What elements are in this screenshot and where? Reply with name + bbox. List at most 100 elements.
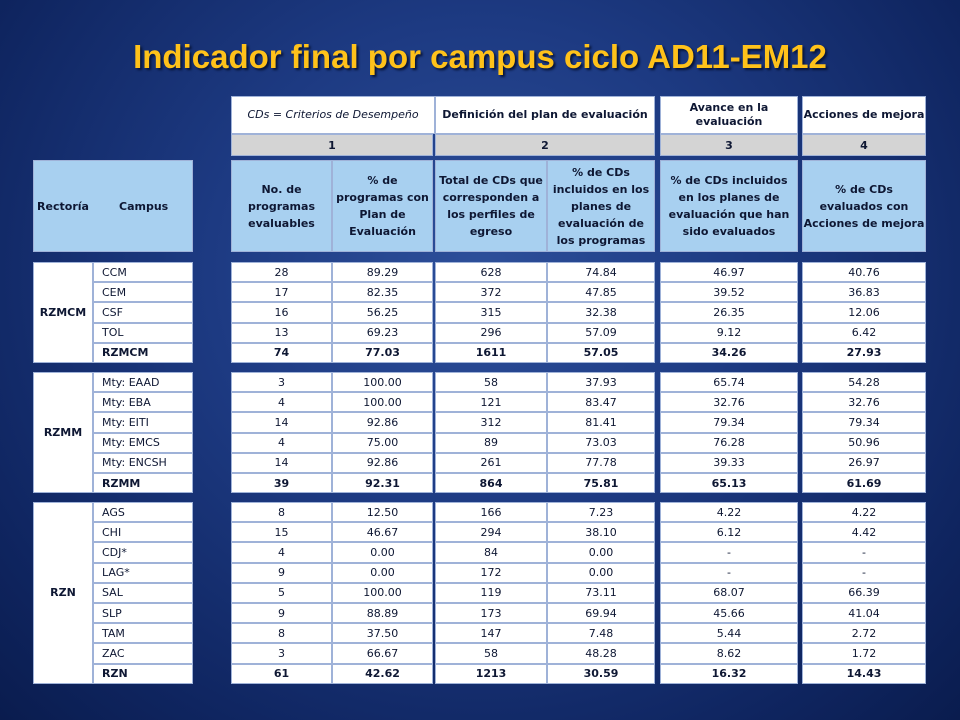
table-cell: 58: [435, 643, 547, 664]
table-cell: 166: [435, 502, 547, 523]
table-cell: 32.38: [547, 302, 655, 323]
table-cell: 312: [435, 412, 547, 433]
table-cell: 32.76: [802, 392, 926, 413]
campus-name: ZAC: [93, 643, 193, 664]
group-number: 3: [660, 134, 798, 156]
table-cell: 77.78: [547, 452, 655, 473]
table-cell: 121: [435, 392, 547, 413]
campus-name: CHI: [93, 522, 193, 543]
table-cell: 42.62: [332, 663, 433, 684]
table-cell: 4.22: [660, 502, 798, 523]
campus-name: SAL: [93, 582, 193, 603]
table-cell: 12.50: [332, 502, 433, 523]
table-cell: 0.00: [547, 562, 655, 583]
table-cell: 3: [231, 372, 332, 393]
table-cell: 6.42: [802, 322, 926, 343]
table-cell: 37.93: [547, 372, 655, 393]
table-cell: 54.28: [802, 372, 926, 393]
table-cell: 75.81: [547, 473, 655, 494]
table-cell: 261: [435, 452, 547, 473]
table-cell: 66.39: [802, 582, 926, 603]
table-cell: 30.59: [547, 663, 655, 684]
table-cell: 15: [231, 522, 332, 543]
table-cell: 5.44: [660, 623, 798, 644]
table-cell: 69.94: [547, 603, 655, 624]
table-cell: -: [660, 542, 798, 563]
table-cell: 39.33: [660, 452, 798, 473]
campus-name: RZMCM: [93, 342, 193, 363]
region-name: RZN: [33, 502, 93, 684]
table-cell: 65.74: [660, 372, 798, 393]
campus-name: Mty: EMCS: [93, 432, 193, 453]
table-cell: 74: [231, 342, 332, 363]
group-number: 2: [435, 134, 655, 156]
table-cell: 57.09: [547, 322, 655, 343]
table-cell: 66.67: [332, 643, 433, 664]
table-cell: 74.84: [547, 262, 655, 283]
group-header-plan: Definición del plan de evaluación: [435, 96, 655, 134]
table-cell: 41.04: [802, 603, 926, 624]
campus-name: Mty: EBA: [93, 392, 193, 413]
table-cell: 8: [231, 623, 332, 644]
column-header: % de CDs evaluados con Acciones de mejor…: [802, 160, 926, 252]
table-cell: 92.31: [332, 473, 433, 494]
table-cell: 48.28: [547, 643, 655, 664]
table-cell: 0.00: [332, 562, 433, 583]
table-cell: 83.47: [547, 392, 655, 413]
campus-name: CSF: [93, 302, 193, 323]
table-cell: 4.42: [802, 522, 926, 543]
table-cell: -: [802, 542, 926, 563]
table-cell: 61: [231, 663, 332, 684]
slide-title: Indicador final por campus ciclo AD11-EM…: [133, 38, 827, 75]
table-cell: 40.76: [802, 262, 926, 283]
campus-name: RZN: [93, 663, 193, 684]
table-cell: 34.26: [660, 342, 798, 363]
group-header-progress: Avance en la evaluación: [660, 96, 798, 134]
table-cell: 372: [435, 282, 547, 303]
table-cell: 294: [435, 522, 547, 543]
campus-name: CDJ*: [93, 542, 193, 563]
table-cell: -: [660, 562, 798, 583]
table-cell: -: [802, 562, 926, 583]
table-cell: 26.35: [660, 302, 798, 323]
table-cell: 173: [435, 603, 547, 624]
column-header: No. de programas evaluables: [231, 160, 332, 252]
column-header: % de CDs incluidos en los planes de eval…: [660, 160, 798, 252]
table-cell: 92.86: [332, 452, 433, 473]
campus-name: Mty: ENCSH: [93, 452, 193, 473]
column-header: Total de CDs que corresponden a los perf…: [435, 160, 547, 252]
campus-name: CCM: [93, 262, 193, 283]
table-cell: 7.48: [547, 623, 655, 644]
table-cell: 14: [231, 452, 332, 473]
table-cell: 100.00: [332, 392, 433, 413]
table-cell: 39.52: [660, 282, 798, 303]
table-cell: 81.41: [547, 412, 655, 433]
table-cell: 7.23: [547, 502, 655, 523]
table-cell: 28: [231, 262, 332, 283]
table-cell: 172: [435, 562, 547, 583]
table-cell: 75.00: [332, 432, 433, 453]
campus-name: RZMM: [93, 473, 193, 494]
column-header: % de programas con Plan de Evaluación: [332, 160, 433, 252]
table-cell: 73.11: [547, 582, 655, 603]
table-cell: 76.28: [660, 432, 798, 453]
row-header-block: [33, 160, 193, 252]
region-name: RZMM: [33, 372, 93, 494]
table-cell: 1213: [435, 663, 547, 684]
table-cell: 17: [231, 282, 332, 303]
campus-name: CEM: [93, 282, 193, 303]
table-cell: 6.12: [660, 522, 798, 543]
column-header: % de CDs incluidos en los planes de eval…: [547, 160, 655, 252]
table-cell: 296: [435, 322, 547, 343]
table-cell: 14.43: [802, 663, 926, 684]
table-cell: 864: [435, 473, 547, 494]
region-name: RZMCM: [33, 262, 93, 363]
campus-name: Mty: EITI: [93, 412, 193, 433]
table-cell: 68.07: [660, 582, 798, 603]
table-cell: 46.67: [332, 522, 433, 543]
table-cell: 2.72: [802, 623, 926, 644]
table-cell: 9.12: [660, 322, 798, 343]
table-cell: 9: [231, 562, 332, 583]
table-cell: 16.32: [660, 663, 798, 684]
table-cell: 100.00: [332, 372, 433, 393]
